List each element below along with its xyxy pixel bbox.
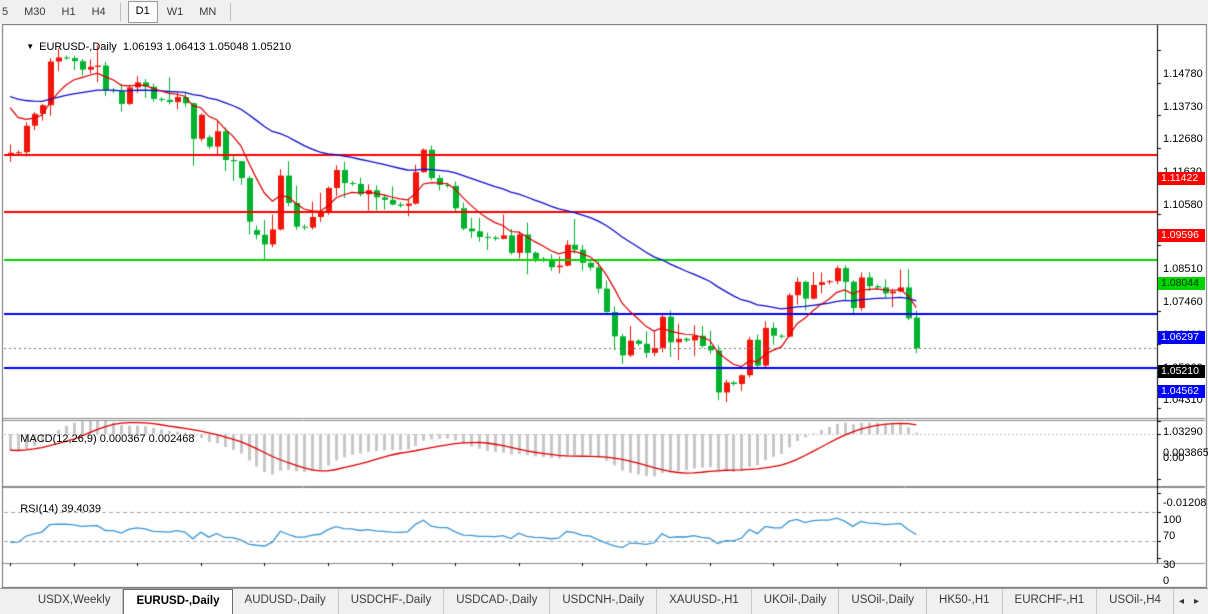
price-line-label-1-08044: 1.08044 [1158,277,1205,290]
chart-tab-usdcnh-daily[interactable]: USDCNH-,Daily [550,589,658,614]
chart-ohlc-values: 1.06193 1.06413 1.05048 1.05210 [122,41,292,53]
tab-scroll-right-icon[interactable]: ▸ [1193,596,1199,607]
timeframe-button-d1[interactable]: D1 [127,1,158,23]
rsi-tick-label: 30 [1163,559,1176,571]
rsi-tick-label: 100 [1163,514,1182,526]
macd-label: MACD(12,26,9) 0.000367 0.002468 [20,433,195,445]
current-price-label: 1.05210 [1158,365,1205,378]
toolbar-separator [119,3,121,21]
price-tick-label: 1.14780 [1163,68,1203,80]
chart-window: ▼ EURUSD-,Daily 1.06193 1.06413 1.05048 1… [0,24,1208,603]
rsi-tick-label: 0 [1163,575,1170,587]
price-line-label-1-09596: 1.09596 [1158,229,1205,242]
timeframe-button-5[interactable]: 5 [2,6,9,18]
macd-values: 0.000367 0.002468 [99,433,195,445]
symbol-dropdown-icon[interactable]: ▼ [26,42,35,51]
price-tick-label: 1.03290 [1163,426,1203,438]
timeframe-toolbar: 5 M30 H1 H4 D1 W1 MN [0,0,1208,25]
chart-tab-audusd-daily[interactable]: AUDUSD-,Daily [233,589,339,614]
rsi-tick-label: 70 [1163,530,1176,542]
macd-tick-label: -0.01208 [1163,497,1207,509]
price-tick-label: 1.12680 [1163,133,1203,145]
chart-tab-usoil-h4[interactable]: USOil-,H4 [1097,589,1174,614]
timeframe-button-h4[interactable]: H4 [91,6,106,18]
chart-tab-usdchf-daily[interactable]: USDCHF-,Daily [339,589,445,614]
price-tick-label: 1.07460 [1163,296,1203,308]
tab-scroll-left-icon[interactable]: ◂ [1178,596,1184,607]
price-line-label-1-11422: 1.11422 [1158,172,1205,185]
chart-tab-usdcad-daily[interactable]: USDCAD-,Daily [444,589,551,614]
macd-tick-label: 0.003865 [1163,447,1208,459]
chart-tab-eurchf-h1[interactable]: EURCHF-,H1 [1003,589,1098,614]
rsi-value: 39.4039 [61,503,101,515]
timeframe-button-m30[interactable]: M30 [24,6,46,18]
chart-tab-bar: USDX,Weekly EURUSD-,Daily AUDUSD-,Daily USD… [0,588,1208,614]
price-tick-label: 1.13730 [1163,101,1203,113]
timeframe-button-h1[interactable]: H1 [61,6,76,18]
toolbar-separator [230,3,232,21]
chart-tab-usdx-weekly[interactable]: USDX,Weekly [26,589,124,614]
price-line-label-1-06297: 1.06297 [1158,331,1205,344]
chart-tab-eurusd-daily[interactable]: EURUSD-,Daily [123,589,233,614]
tab-spacer [0,589,26,614]
chart-tab-ukoil-daily[interactable]: UKOil-,Daily [752,589,840,614]
timeframe-button-w1[interactable]: W1 [166,6,184,18]
tab-scroll-arrows: ◂ ▸ [1174,589,1208,614]
price-chart-canvas[interactable] [0,24,1208,588]
macd-tick-label: 0.00 [1163,452,1185,464]
chart-tab-xauusd-h1[interactable]: XAUUSD-,H1 [657,589,752,614]
rsi-label: RSI(14) 39.4039 [20,503,101,515]
chart-title: ▼ EURUSD-,Daily 1.06193 1.06413 1.05048 1… [14,29,291,65]
chart-symbol-period: EURUSD-,Daily [39,41,117,53]
chart-tab-hk50-h1[interactable]: HK50-,H1 [927,589,1003,614]
price-line-label-1-04562: 1.04562 [1158,385,1205,398]
timeframe-button-mn[interactable]: MN [199,6,217,18]
price-tick-label: 1.08510 [1163,263,1203,275]
chart-tab-usoil-daily[interactable]: USOil-,Daily [839,589,928,614]
price-tick-label: 1.10580 [1163,199,1203,211]
